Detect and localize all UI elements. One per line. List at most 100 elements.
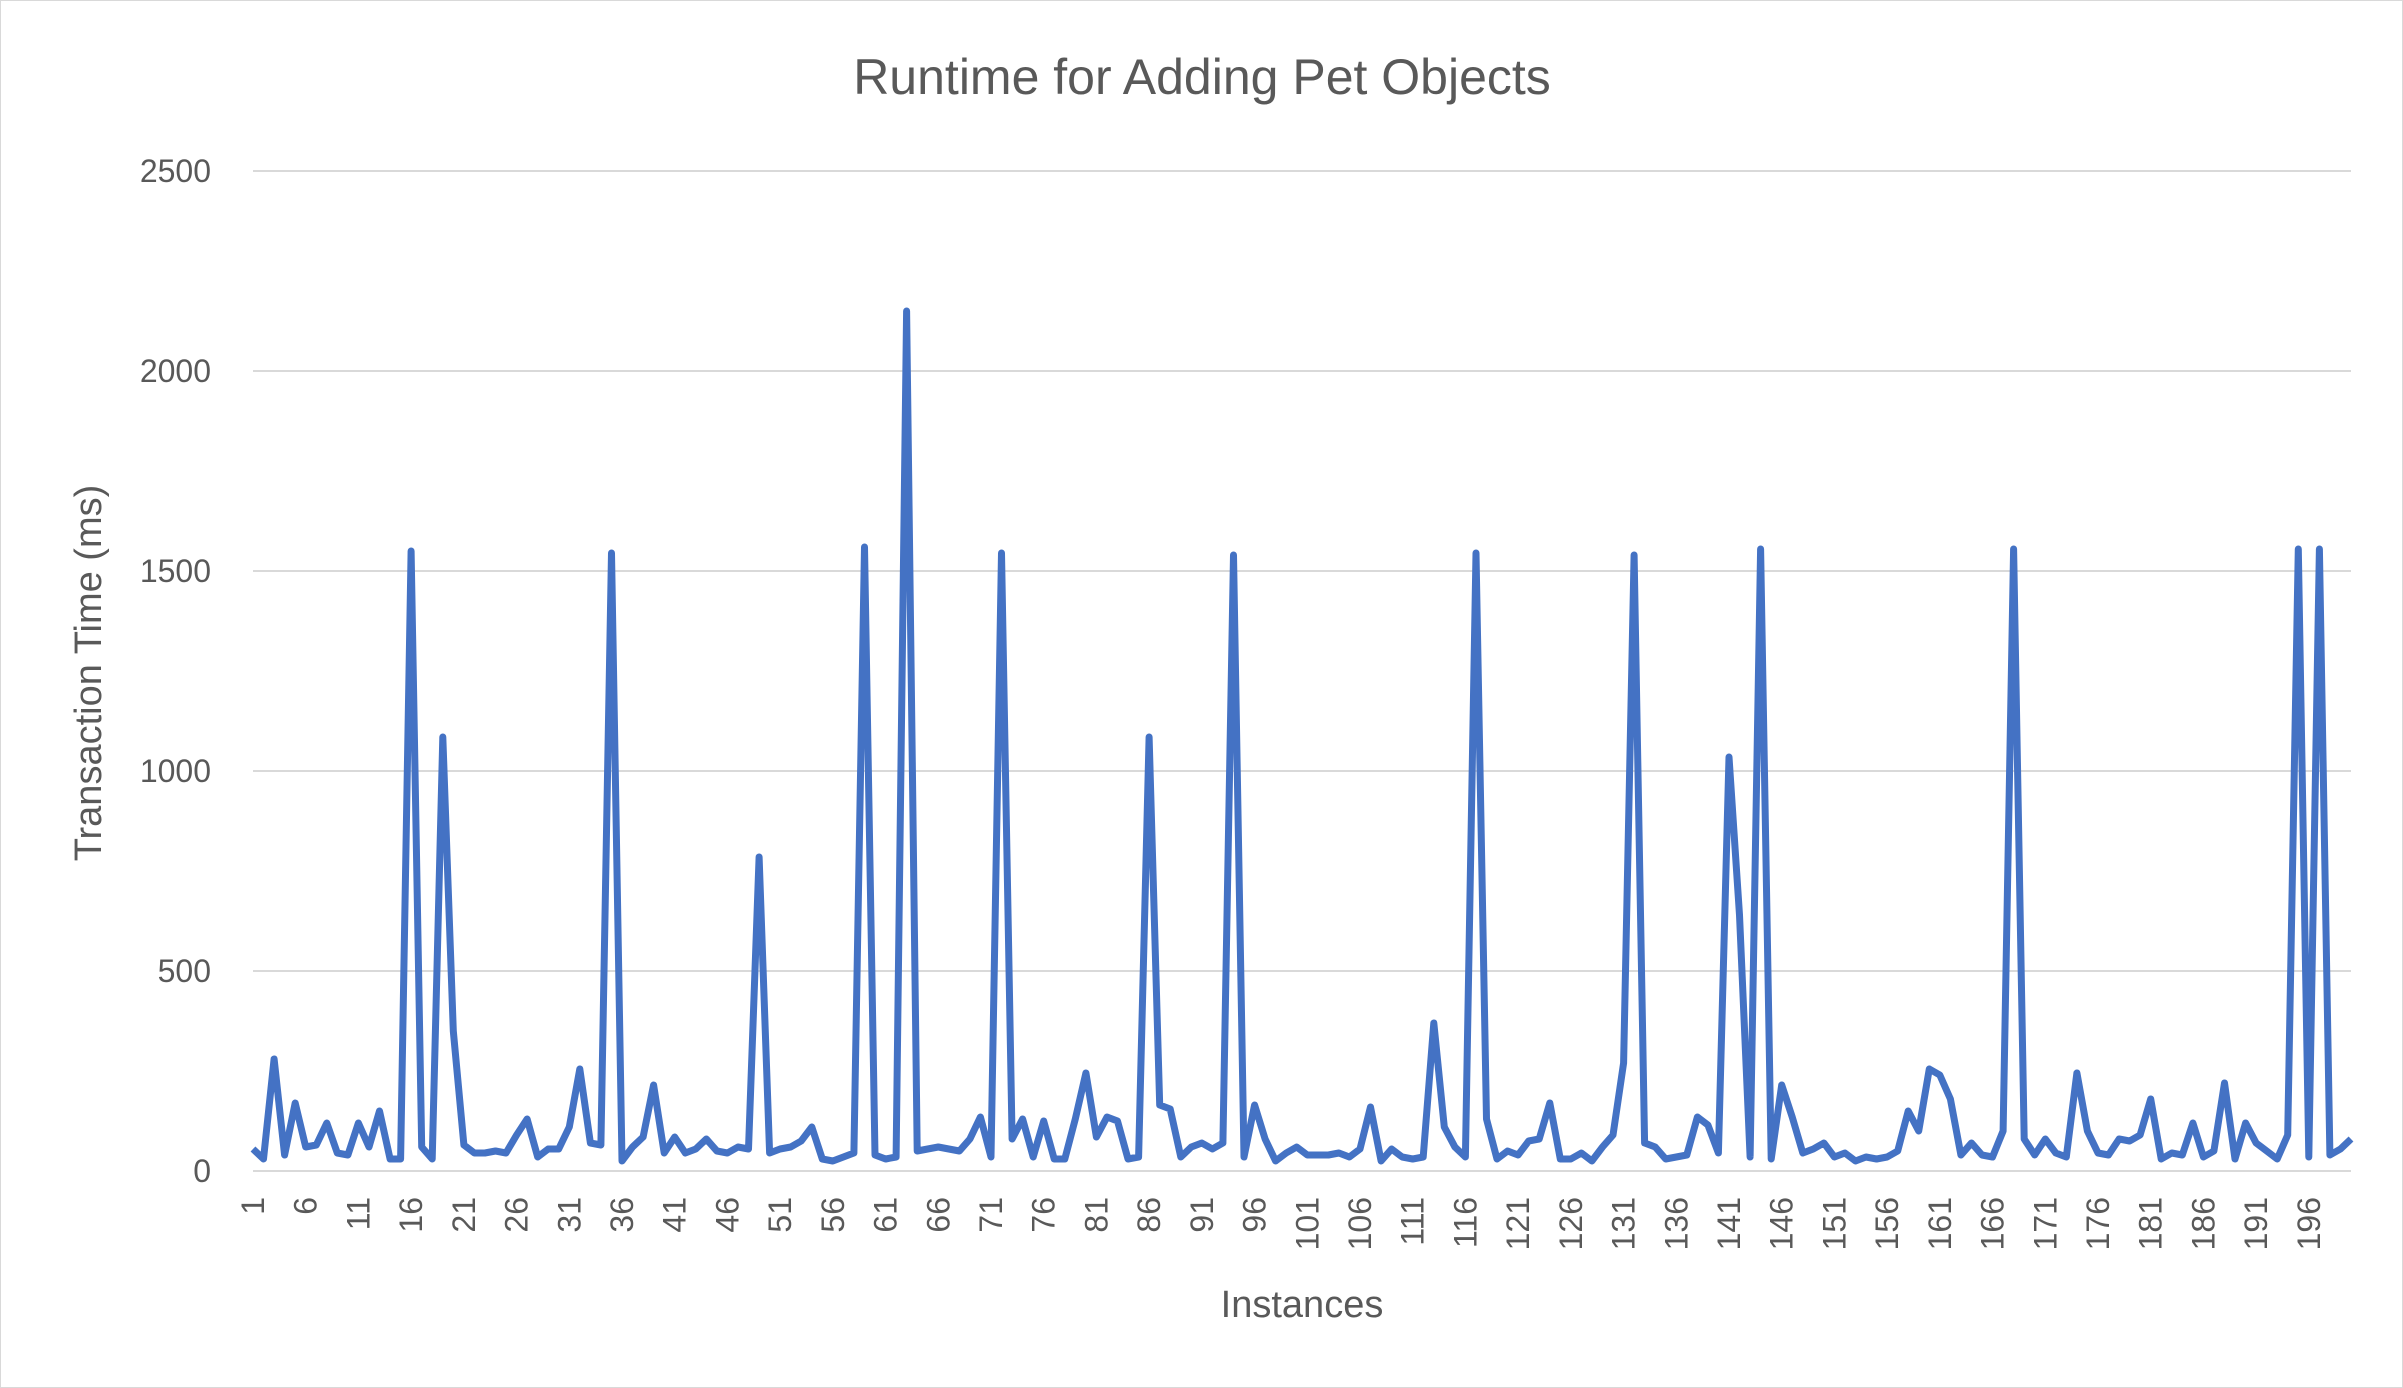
data-point <box>1483 1116 1489 1122</box>
data-point <box>2190 1120 2196 1126</box>
data-point <box>577 1066 583 1072</box>
data-point <box>988 1154 994 1160</box>
data-point <box>1821 1140 1827 1146</box>
x-tick-label: 131 <box>1606 1197 1642 1250</box>
data-point <box>904 308 910 314</box>
data-point <box>1621 1060 1627 1066</box>
x-tick-label: 31 <box>551 1197 587 1233</box>
data-point <box>524 1116 530 1122</box>
data-point <box>861 544 867 550</box>
x-tick-label: 86 <box>1131 1197 1167 1233</box>
x-tick-label: 91 <box>1184 1197 1220 1233</box>
data-point <box>1009 1136 1015 1142</box>
data-point <box>1125 1156 1131 1162</box>
x-tick-label: 26 <box>499 1197 535 1233</box>
x-tick-label: 191 <box>2238 1197 2274 1250</box>
data-point <box>1062 1156 1068 1162</box>
data-point <box>1652 1144 1658 1150</box>
data-point <box>1895 1148 1901 1154</box>
x-tick-label: 46 <box>709 1197 745 1233</box>
data-point <box>1252 1102 1258 1108</box>
data-point <box>408 548 414 554</box>
data-point <box>1136 1154 1142 1160</box>
data-point <box>2053 1150 2059 1156</box>
x-tick-label: 6 <box>288 1197 324 1215</box>
data-point <box>1779 1082 1785 1088</box>
data-point <box>556 1146 562 1152</box>
x-tick-label: 106 <box>1342 1197 1378 1250</box>
data-point <box>1694 1114 1700 1120</box>
x-tick-label: 11 <box>340 1197 376 1230</box>
data-point <box>1431 1020 1437 1026</box>
data-point <box>566 1124 572 1130</box>
data-point <box>1441 1124 1447 1130</box>
series-line <box>250 307 2354 1165</box>
data-point <box>1800 1150 1806 1156</box>
data-point <box>1051 1156 1057 1162</box>
data-point <box>2074 1070 2080 1076</box>
x-tick-label: 116 <box>1447 1197 1483 1248</box>
data-point <box>324 1120 330 1126</box>
data-point <box>1747 1154 1753 1160</box>
x-tick-label: 81 <box>1078 1197 1114 1233</box>
data-point <box>1905 1108 1911 1114</box>
data-point <box>1368 1104 1374 1110</box>
data-point <box>840 1154 846 1160</box>
x-tick-label: 1 <box>235 1197 271 1215</box>
data-point <box>1610 1132 1616 1138</box>
data-point <box>355 1120 361 1126</box>
data-point <box>1146 734 1152 740</box>
data-point <box>334 1150 340 1156</box>
data-point <box>777 1146 783 1152</box>
data-point <box>1599 1144 1605 1150</box>
data-point <box>1020 1116 1026 1122</box>
data-point <box>271 1056 277 1062</box>
data-point <box>1093 1134 1099 1140</box>
data-point <box>1557 1156 1563 1162</box>
x-tick-label: 66 <box>920 1197 956 1233</box>
data-point <box>1768 1156 1774 1162</box>
x-tick-label: 36 <box>604 1197 640 1233</box>
data-point <box>1178 1154 1184 1160</box>
data-point <box>788 1144 794 1150</box>
data-point <box>1167 1106 1173 1112</box>
data-point <box>2179 1152 2185 1158</box>
data-point <box>292 1100 298 1106</box>
data-point <box>1642 1140 1648 1146</box>
x-tick-label: 161 <box>1922 1197 1958 1250</box>
data-point <box>999 550 1005 556</box>
data-point <box>1241 1154 1247 1160</box>
x-tick-label: 151 <box>1816 1197 1852 1250</box>
data-point <box>1789 1114 1795 1120</box>
data-point <box>2021 1136 2027 1142</box>
data-point <box>746 1146 752 1152</box>
y-tick-label: 2000 <box>140 353 211 389</box>
data-point <box>608 550 614 556</box>
data-point <box>303 1144 309 1150</box>
data-point <box>2264 1148 2270 1154</box>
data-point <box>2274 1156 2280 1162</box>
data-point <box>724 1150 730 1156</box>
data-point <box>935 1144 941 1150</box>
x-tick-label: 136 <box>1658 1197 1694 1250</box>
data-point <box>1705 1122 1711 1128</box>
data-point <box>545 1146 551 1152</box>
data-point <box>925 1146 931 1152</box>
data-point <box>2337 1146 2343 1152</box>
x-axis-title: Instances <box>1221 1284 1384 1326</box>
data-point <box>756 854 762 860</box>
data-point <box>1230 552 1236 558</box>
data-point <box>2169 1150 2175 1156</box>
data-point <box>587 1140 593 1146</box>
x-tick-label: 16 <box>393 1197 429 1233</box>
data-point <box>1378 1158 1384 1164</box>
data-point <box>503 1150 509 1156</box>
data-point <box>598 1142 604 1148</box>
data-point <box>482 1150 488 1156</box>
data-point <box>1336 1150 1342 1156</box>
x-tick-label: 21 <box>446 1197 482 1233</box>
data-point <box>651 1082 657 1088</box>
x-tick-label: 121 <box>1500 1197 1536 1250</box>
